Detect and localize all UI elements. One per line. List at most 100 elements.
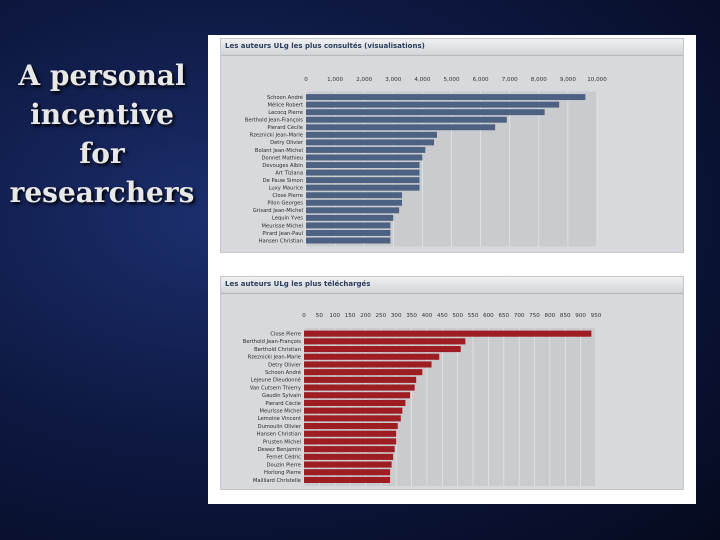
bar	[304, 384, 415, 391]
bar	[306, 124, 496, 131]
bar	[306, 146, 426, 153]
bar	[304, 399, 406, 406]
category-label: Mélice Robert	[268, 101, 303, 108]
bar	[304, 423, 398, 430]
panel-header: Les auteurs ULg les plus téléchargés	[221, 277, 683, 294]
bar	[306, 199, 403, 206]
x-tick-label: 750	[529, 313, 540, 319]
category-label: Dewez Benjamin	[258, 447, 301, 453]
most-downloaded-bar-chart: 0 50 100 150 200 250 300 350 400 450 500 550 600 650 7…	[243, 313, 602, 486]
panel-header: Les auteurs ULg les plus consultés (visu…	[221, 39, 683, 56]
category-label: Meurisse Michel	[262, 223, 303, 229]
bar	[306, 162, 420, 168]
x-tick-label: 5,000	[443, 77, 459, 83]
x-tick-label: 6,000	[473, 77, 489, 83]
x-tick-label: 7,000	[502, 77, 518, 83]
category-label: Schoon André	[265, 369, 301, 376]
bar	[304, 476, 391, 483]
bar	[306, 116, 507, 123]
most-downloaded-chart-panel: Les auteurs ULg les plus téléchargés 0 50…	[220, 276, 684, 490]
bar	[306, 192, 403, 199]
x-tick-label: 1,000	[327, 77, 343, 83]
category-label: Donnet Mathieu	[261, 155, 303, 161]
bar	[306, 207, 400, 214]
x-tick-label: 450	[437, 313, 448, 319]
bar	[306, 214, 394, 221]
bar	[306, 237, 391, 244]
category-label: Pierard Cécile	[265, 400, 301, 407]
x-tick-label: 2,000	[356, 77, 372, 83]
category-label: Pirard Jean-Paul	[262, 231, 303, 237]
x-tick-label: 9,000	[560, 77, 576, 83]
x-tick-label: 10,000	[587, 77, 607, 83]
x-tick-label: 300	[391, 313, 402, 319]
category-label: Horlong Pierre	[264, 470, 301, 476]
x-tick-label: 0	[302, 313, 306, 319]
category-label: Detry Olivier	[270, 140, 304, 146]
bar	[306, 109, 545, 116]
x-tick-label: 50	[316, 313, 324, 319]
category-label: Berthold Jean-François	[245, 118, 303, 124]
x-tick-label: 500	[452, 313, 463, 319]
category-label: Rzeznicki Jean-Marie	[250, 133, 303, 139]
category-label: Pierard Cécile	[267, 124, 303, 131]
bar	[304, 469, 391, 476]
category-label: Hansen Christian	[257, 432, 301, 438]
bar	[304, 392, 411, 399]
category-label: Rzeznicki Jean-Marie	[248, 355, 301, 361]
bar	[304, 330, 592, 337]
bar	[304, 438, 397, 445]
x-tick-label: 150	[345, 313, 356, 319]
bar	[304, 376, 417, 383]
bar	[306, 230, 391, 236]
category-label: Lequin Yves	[272, 216, 303, 222]
x-tick-label: 600	[483, 313, 494, 319]
most-viewed-chart-panel: Les auteurs ULg les plus consultés (visu…	[220, 38, 684, 253]
bar	[306, 169, 420, 176]
category-label: Dumoulin Olivier	[258, 424, 302, 430]
bar	[306, 131, 437, 138]
bar	[304, 407, 403, 414]
x-tick-label: 400	[422, 313, 433, 319]
x-tick-label: 800	[545, 313, 556, 319]
category-label: De Pauw Simon	[263, 178, 303, 184]
category-label: Art Tiziana	[275, 170, 303, 176]
category-label: Luxy Maurice	[269, 186, 303, 192]
category-label: Lejeune Dieudonné	[251, 377, 301, 384]
bar	[306, 154, 423, 161]
category-label: Gaudin Sylvain	[262, 393, 301, 399]
bar	[304, 430, 397, 437]
bar	[306, 222, 391, 229]
chart-title: Les auteurs ULg les plus téléchargés	[225, 280, 371, 288]
bar	[304, 446, 395, 453]
bar	[306, 177, 420, 184]
category-label: Devouges Albin	[262, 163, 303, 169]
x-tick-label: 250	[375, 313, 386, 319]
bar	[304, 453, 394, 460]
bar	[304, 415, 401, 422]
category-label: Douzin Pierre	[267, 462, 301, 468]
bar	[306, 101, 560, 108]
bar	[304, 361, 432, 368]
category-label: Close Pierre	[272, 193, 303, 199]
x-tick-label: 350	[406, 313, 417, 319]
x-tick-label: 4,000	[414, 77, 430, 83]
category-label: Schoon André	[267, 94, 303, 101]
bar	[304, 338, 466, 345]
most-viewed-bar-chart: 0 1,000 2,000 3,000 4,000 5,000 6,000 7,000 8,00…	[245, 77, 607, 247]
category-label: Lemoine Vincent	[258, 416, 301, 422]
x-tick-label: 8,000	[531, 77, 547, 83]
category-label: Close Pierre	[270, 332, 301, 338]
bar	[304, 353, 440, 360]
category-label: Prusten Michel	[263, 439, 301, 445]
category-label: Grisard Jean-Michel	[253, 208, 303, 214]
x-tick-label: 650	[498, 313, 509, 319]
bar	[304, 346, 461, 353]
x-tick-label: 200	[360, 313, 371, 319]
x-tick-label: 950	[591, 313, 602, 319]
x-tick-label: 700	[514, 313, 525, 319]
category-label: Berthold Christian	[254, 347, 301, 353]
x-tick-label: 550	[468, 313, 479, 319]
category-label: Van Cutsem Thierry	[250, 385, 301, 391]
category-label: Bolant Jean-Michel	[255, 148, 303, 154]
